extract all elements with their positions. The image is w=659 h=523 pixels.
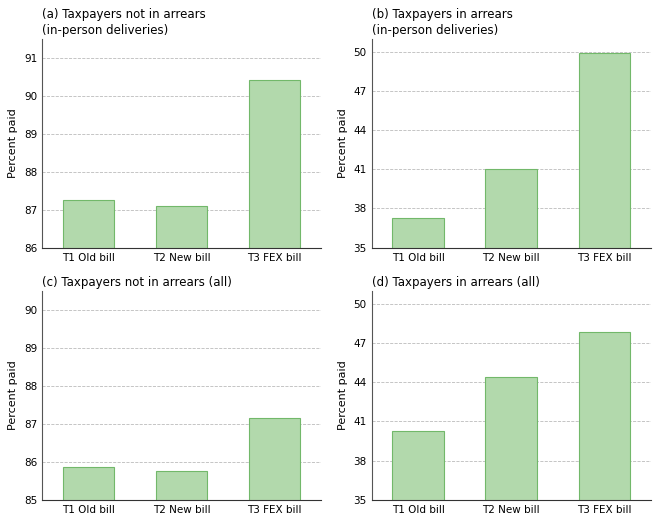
Bar — [63, 200, 114, 523]
Bar — [579, 53, 630, 523]
Bar — [393, 218, 444, 523]
Text: (a) Taxpayers not in arrears
(in-person deliveries): (a) Taxpayers not in arrears (in-person … — [42, 8, 206, 37]
Bar — [156, 471, 207, 523]
Y-axis label: Percent paid: Percent paid — [9, 108, 18, 178]
Text: (d) Taxpayers in arrears (all): (d) Taxpayers in arrears (all) — [372, 277, 539, 289]
Bar — [486, 169, 536, 523]
Bar — [393, 430, 444, 523]
Bar — [486, 377, 536, 523]
Text: (c) Taxpayers not in arrears (all): (c) Taxpayers not in arrears (all) — [42, 277, 232, 289]
Bar — [249, 81, 301, 523]
Bar — [156, 206, 207, 523]
Bar — [579, 333, 630, 523]
Text: (b) Taxpayers in arrears
(in-person deliveries): (b) Taxpayers in arrears (in-person deli… — [372, 8, 513, 37]
Y-axis label: Percent paid: Percent paid — [9, 360, 18, 430]
Bar — [63, 468, 114, 523]
Bar — [249, 418, 301, 523]
Y-axis label: Percent paid: Percent paid — [338, 108, 348, 178]
Y-axis label: Percent paid: Percent paid — [338, 360, 348, 430]
